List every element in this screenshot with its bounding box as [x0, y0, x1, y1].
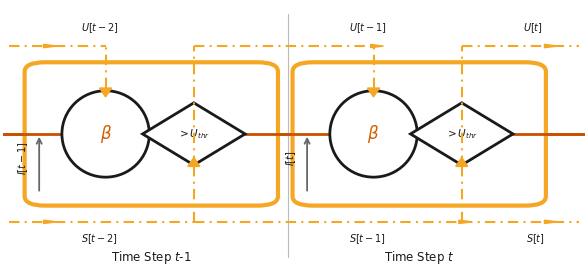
Polygon shape [99, 88, 112, 97]
Text: $> U_{thr}$: $> U_{thr}$ [177, 127, 211, 141]
Polygon shape [142, 103, 245, 165]
Text: $> U_{thr}$: $> U_{thr}$ [445, 127, 478, 141]
FancyBboxPatch shape [25, 62, 278, 206]
Text: $U[t-1]$: $U[t-1]$ [349, 22, 387, 35]
Polygon shape [544, 220, 557, 224]
Text: Time Step $t$: Time Step $t$ [384, 250, 455, 266]
Polygon shape [370, 44, 383, 48]
Text: $I[t]$: $I[t]$ [285, 150, 298, 166]
Polygon shape [44, 220, 56, 224]
Text: $S[t-1]$: $S[t-1]$ [349, 233, 386, 246]
Text: $U[t-2]$: $U[t-2]$ [81, 22, 119, 35]
Polygon shape [188, 158, 200, 166]
Text: $S[t-2]$: $S[t-2]$ [81, 233, 118, 246]
Text: Time Step $t\text{-}1$: Time Step $t\text{-}1$ [111, 250, 192, 266]
Text: $S[t]$: $S[t]$ [526, 233, 545, 246]
Text: $U[t]$: $U[t]$ [523, 22, 543, 35]
Text: $I[t-1]$: $I[t-1]$ [16, 141, 31, 175]
Polygon shape [459, 220, 472, 224]
Polygon shape [410, 103, 513, 165]
Polygon shape [44, 44, 56, 48]
Text: $\beta$: $\beta$ [99, 123, 112, 145]
Text: $\beta$: $\beta$ [368, 123, 380, 145]
Polygon shape [544, 44, 557, 48]
FancyBboxPatch shape [293, 62, 546, 206]
Ellipse shape [62, 91, 149, 177]
Ellipse shape [330, 91, 417, 177]
Polygon shape [368, 88, 379, 97]
Polygon shape [456, 158, 468, 166]
